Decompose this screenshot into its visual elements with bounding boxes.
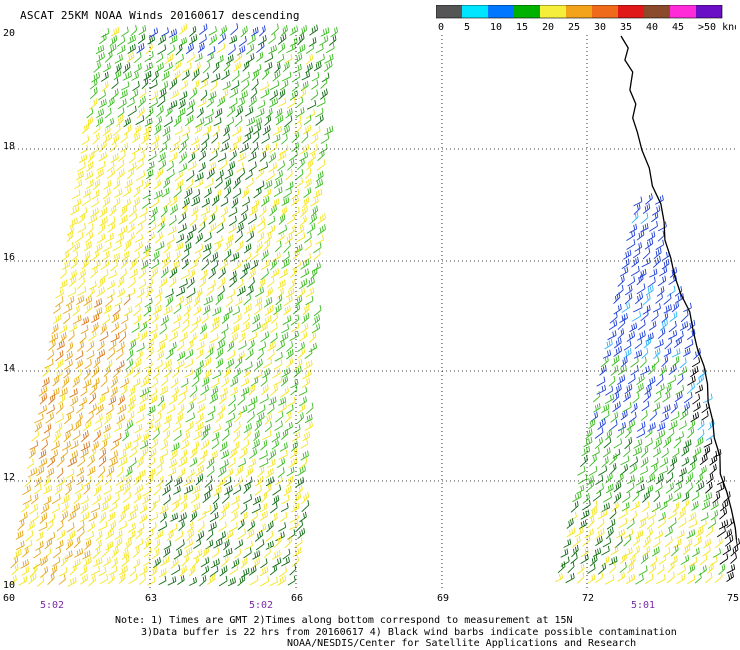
lat-tick-16: 16 <box>3 252 16 263</box>
pass-time-3: 5:01 <box>631 600 656 611</box>
lon-tick-63: 63 <box>145 593 158 604</box>
colorbar-label-3: 15 <box>516 22 528 33</box>
colorbar-swatch-5 <box>566 5 592 18</box>
note-line-3: NOAA/NESDIS/Center for Satellite Applica… <box>287 638 637 649</box>
colorbar-label-10: >50 knots <box>698 22 736 33</box>
note-line-2: 3)Data buffer is 22 hrs from 20160617 4)… <box>141 627 677 638</box>
lon-tick-60: 60 <box>3 593 16 604</box>
wind-speed-colorbar: 0 5 10 15 20 25 30 35 40 45 >50 knots <box>436 5 736 33</box>
lat-tick-14: 14 <box>3 363 16 374</box>
colorbar-swatch-7 <box>618 5 644 18</box>
colorbar-swatch-1 <box>462 5 488 18</box>
coastline <box>620 35 738 541</box>
colorbar-swatch-2 <box>488 5 514 18</box>
colorbar-swatch-3 <box>514 5 540 18</box>
map-title: ASCAT 25KM NOAA Winds 20160617 descendin… <box>20 9 300 22</box>
lat-tick-20: 20 <box>3 28 16 39</box>
lat-lon-grid <box>6 35 736 591</box>
lat-tick-12: 12 <box>3 472 16 483</box>
colorbar-label-9: 45 <box>672 22 684 33</box>
colorbar-label-7: 35 <box>620 22 632 33</box>
wind-barbs <box>8 23 740 587</box>
colorbar-label-2: 10 <box>490 22 502 33</box>
colorbar-label-8: 40 <box>646 22 658 33</box>
lat-tick-18: 18 <box>3 141 16 152</box>
lon-tick-66: 66 <box>291 593 304 604</box>
lat-tick-10: 10 <box>3 580 16 591</box>
colorbar-label-5: 25 <box>568 22 580 33</box>
lon-tick-75: 75 <box>727 593 740 604</box>
pass-time-2: 5:02 <box>249 600 274 611</box>
note-line-1: Note: 1) Times are GMT 2)Times along bot… <box>115 615 573 626</box>
lon-tick-72: 72 <box>582 593 595 604</box>
lon-tick-69: 69 <box>437 593 450 604</box>
colorbar-label-6: 30 <box>594 22 606 33</box>
colorbar-frame <box>436 5 723 19</box>
colorbar-label-1: 5 <box>464 22 470 33</box>
pass-time-1: 5:02 <box>40 600 65 611</box>
colorbar-swatch-9 <box>670 5 696 18</box>
colorbar-swatch-6 <box>592 5 618 18</box>
colorbar-label-4: 20 <box>542 22 554 33</box>
colorbar-label-0: 0 <box>438 22 444 33</box>
colorbar-swatch-8 <box>644 5 670 18</box>
colorbar-swatch-4 <box>540 5 566 18</box>
colorbar-swatch-10 <box>696 5 722 18</box>
colorbar-swatch-0 <box>436 5 462 18</box>
wind-map <box>6 23 740 591</box>
